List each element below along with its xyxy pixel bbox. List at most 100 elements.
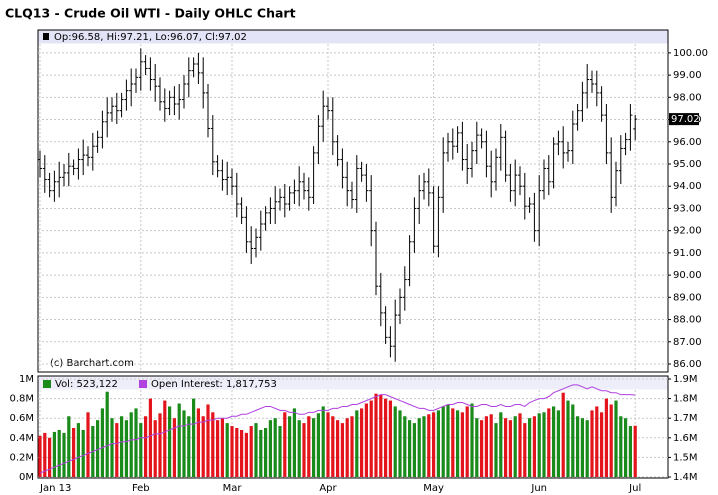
volume-bar: [148, 398, 152, 477]
volume-bar: [81, 429, 85, 477]
volume-bar: [96, 420, 100, 477]
y2-tick-label: 1.6M: [673, 433, 698, 444]
volume-bar: [240, 429, 244, 477]
volume-bar: [614, 400, 618, 477]
volume-bar: [124, 420, 128, 477]
volume-bar: [460, 412, 464, 477]
volume-bar: [230, 426, 234, 477]
x-tick-label: May: [423, 483, 444, 494]
volume-tick-label: 0.8M: [9, 394, 34, 405]
volume-bar: [139, 423, 143, 477]
volume-bar: [518, 413, 522, 477]
volume-bar: [465, 406, 469, 477]
y-tick-label: 87.00: [673, 337, 702, 348]
y2-tick-label: 1.4M: [673, 472, 698, 483]
volume-bar: [196, 408, 200, 477]
volume-header: [38, 376, 668, 390]
volume-bar: [307, 416, 311, 477]
volume-bar: [120, 416, 124, 477]
volume-bar: [249, 426, 253, 477]
volume-bar: [225, 423, 229, 477]
last-price-box: [669, 113, 699, 126]
volume-tick-label: 0.2M: [9, 452, 34, 463]
volume-bar: [201, 416, 205, 477]
volume-bar: [489, 414, 493, 477]
volume-bar: [235, 428, 239, 477]
volume-bar: [590, 410, 594, 477]
volume-bar: [326, 412, 330, 477]
volume-bar: [456, 410, 460, 477]
volume-bar: [273, 418, 277, 477]
volume-bar: [403, 416, 407, 477]
x-tick-label: Jun: [530, 483, 547, 494]
volume-bar: [144, 416, 148, 477]
volume-bar: [571, 404, 575, 477]
y-tick-label: 88.00: [673, 315, 702, 326]
volume-bar: [422, 416, 426, 477]
volume-bar: [600, 412, 604, 477]
volume-bar: [340, 423, 344, 477]
volume-bar: [484, 416, 488, 477]
oi-legend-swatch: [139, 380, 147, 388]
volume-bar: [292, 408, 296, 477]
volume-bar: [288, 416, 292, 477]
volume-tick-label: 1M: [19, 374, 34, 385]
y-tick-label: 100.00: [673, 48, 708, 59]
volume-bar: [547, 408, 551, 477]
open-interest-line: [39, 384, 636, 474]
x-tick-label: Apr: [319, 483, 337, 494]
volume-bar: [331, 416, 335, 477]
x-tick-label: Feb: [132, 483, 150, 494]
volume-bar: [182, 410, 186, 477]
volume-bar: [364, 403, 368, 477]
volume-bar: [110, 418, 114, 477]
volume-bar: [72, 428, 76, 477]
mark-layer: [38, 48, 638, 477]
volume-bar: [504, 418, 508, 477]
volume-bar: [336, 420, 340, 477]
volume-bar: [561, 392, 565, 477]
volume-bar: [244, 432, 248, 477]
y-tick-label: 86.00: [673, 359, 702, 370]
volume-bar: [153, 420, 157, 477]
volume-bar: [499, 412, 503, 477]
y-tick-label: 90.00: [673, 270, 702, 281]
volume-bar: [187, 416, 191, 477]
volume-bar: [86, 412, 90, 477]
volume-bar: [206, 404, 210, 477]
volume-bar: [576, 416, 580, 477]
volume-bar: [556, 410, 560, 477]
volume-bar: [38, 435, 42, 477]
volume-bar: [446, 404, 450, 477]
volume-bar: [408, 420, 412, 477]
volume-bar: [552, 406, 556, 477]
ohlc-legend-swatch: [43, 33, 49, 40]
volume-bar: [48, 437, 52, 477]
y2-tick-label: 1.8M: [673, 394, 698, 405]
volume-bar: [633, 425, 637, 477]
volume-bar: [52, 431, 56, 477]
y2-tick-label: 1.7M: [673, 413, 698, 424]
volume-bar: [609, 404, 613, 477]
volume-bar: [177, 403, 181, 477]
volume-bar: [312, 418, 316, 477]
volume-bar: [268, 420, 272, 477]
volume-bar: [67, 416, 71, 477]
volume-tick-label: 0.6M: [9, 413, 34, 424]
volume-bar: [355, 410, 359, 477]
volume-bar: [259, 429, 263, 477]
volume-bar: [513, 416, 517, 477]
volume-bar: [350, 416, 354, 477]
x-tick-label: Jan 13: [39, 483, 71, 494]
volume-bar: [432, 412, 436, 477]
volume-bar: [220, 418, 224, 477]
y-tick-label: 92.00: [673, 226, 702, 237]
volume-bar: [134, 408, 138, 477]
volume-bar: [168, 406, 172, 477]
volume-bar: [566, 400, 570, 477]
volume-bar: [297, 420, 301, 477]
volume-bar: [388, 400, 392, 477]
chart-title: CLQ13 - Crude Oil WTI - Daily OHLC Chart: [5, 6, 296, 21]
volume-bar: [475, 418, 479, 477]
volume-bar: [542, 412, 546, 477]
